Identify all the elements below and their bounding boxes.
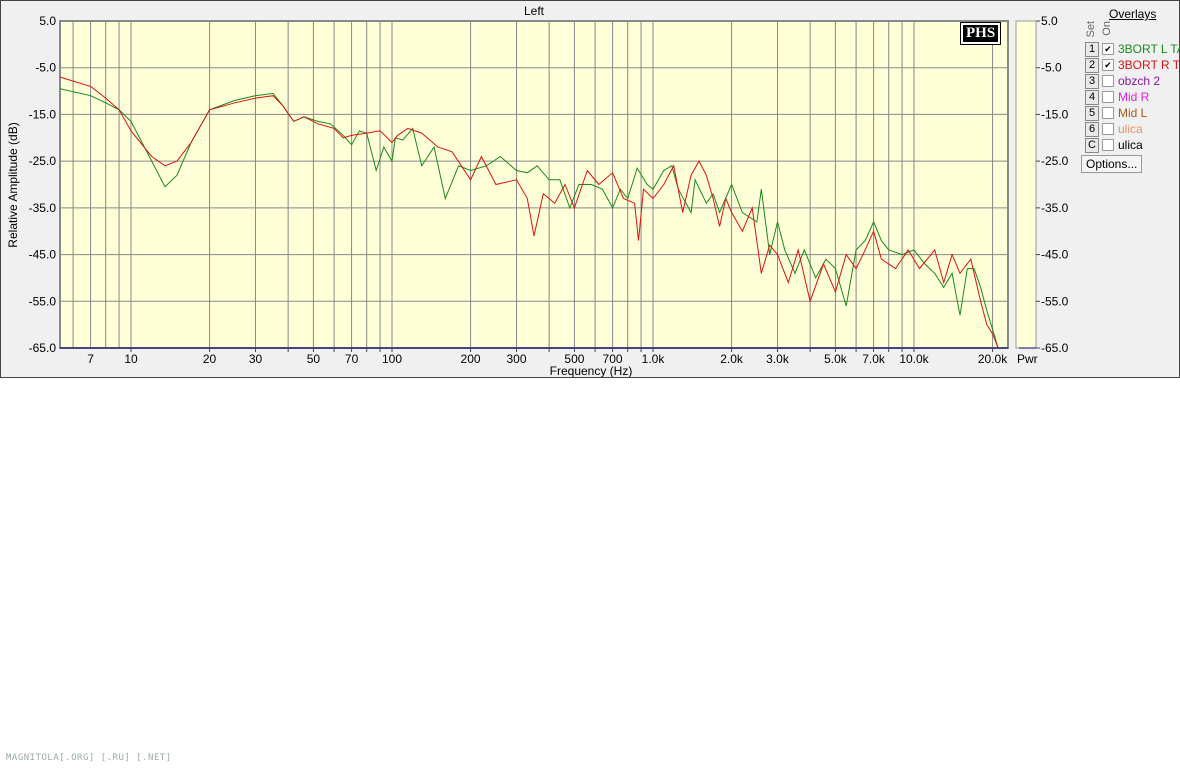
- x-tick-label: 10.0k: [899, 352, 929, 366]
- set-button[interactable]: C: [1085, 137, 1099, 153]
- x-tick-label: 10: [124, 352, 138, 366]
- set-button[interactable]: 4: [1085, 89, 1099, 105]
- set-button[interactable]: 3: [1085, 73, 1099, 89]
- x-tick-label: 2.0k: [720, 352, 744, 366]
- overlay-row: 2✔ 3BORT R TA: [1085, 57, 1180, 73]
- power-bar: [1015, 20, 1037, 349]
- x-tick-label: 300: [507, 352, 527, 366]
- overlay-checkbox[interactable]: ✔: [1102, 59, 1114, 71]
- y-tick-label: -65.0: [29, 341, 57, 355]
- y-tick-label: -5.0: [35, 61, 56, 75]
- frequency-response-chart: Left 5.0 5.0 -5.0 -5.0 -15.0 -15.0 -25.0 -25.0 -…: [6, 4, 1069, 377]
- right-y-tick-label: -35.0: [1041, 201, 1069, 215]
- x-tick-label: 5.0k: [824, 352, 848, 366]
- x-tick-label: 20.0k: [978, 352, 1008, 366]
- overlay-checkbox[interactable]: [1102, 91, 1114, 103]
- x-tick-label: 20: [203, 352, 217, 366]
- overlay-checkbox[interactable]: [1102, 75, 1114, 87]
- overlay-checkbox[interactable]: ✔: [1102, 43, 1114, 55]
- right-y-tick-label: -45.0: [1041, 248, 1069, 262]
- analyzer-window: Left 5.0 5.0 -5.0 -5.0 -15.0 -15.0 -25.0 -25.0 -…: [0, 0, 1180, 378]
- set-button[interactable]: 5: [1085, 105, 1099, 121]
- on-column-label: On: [1101, 21, 1113, 36]
- x-tick-label: 100: [382, 352, 402, 366]
- set-button[interactable]: 1: [1085, 41, 1099, 57]
- overlay-label: obzch 2: [1118, 74, 1161, 88]
- phs-logo: PHS: [959, 22, 1002, 45]
- right-y-tick-label: 5.0: [1041, 14, 1058, 28]
- right-y-tick-label: -65.0: [1041, 341, 1069, 355]
- right-y-tick-label: -15.0: [1041, 107, 1069, 121]
- overlay-row: 5 Mid L: [1085, 105, 1147, 121]
- overlay-label: 3BORT R TA: [1118, 58, 1180, 72]
- right-y-tick-label: -5.0: [1041, 61, 1062, 75]
- overlay-label: Mid R: [1118, 90, 1150, 104]
- y-tick-label: -15.0: [29, 107, 57, 121]
- overlay-checkbox[interactable]: [1102, 123, 1114, 135]
- overlay-label: 3BORT L TA: [1118, 42, 1180, 56]
- x-tick-label: 3.0k: [766, 352, 790, 366]
- x-tick-label: 200: [461, 352, 481, 366]
- set-button[interactable]: 2: [1085, 57, 1099, 73]
- y-tick-label: -45.0: [29, 248, 57, 262]
- set-button[interactable]: 6: [1085, 121, 1099, 137]
- x-tick-label: 500: [564, 352, 584, 366]
- x-tick-label: 70: [345, 352, 359, 366]
- y-tick-label: -25.0: [29, 154, 57, 168]
- options-button[interactable]: Options...: [1081, 155, 1143, 173]
- overlay-row: 6 ulica: [1085, 121, 1143, 137]
- overlay-label: ulica: [1118, 122, 1143, 136]
- overlay-row: 4 Mid R: [1085, 89, 1149, 105]
- chart-title: Left: [524, 4, 545, 18]
- right-y-tick-label: -55.0: [1041, 294, 1069, 308]
- x-tick-label: 1.0k: [642, 352, 666, 366]
- series-line-2: [60, 76, 999, 348]
- x-tick-label: 7: [87, 352, 94, 366]
- overlays-title: Overlays: [1109, 7, 1157, 21]
- overlay-row: 1 ✔ 3BORT L TA: [1085, 41, 1180, 57]
- x-tick-label: 700: [603, 352, 623, 366]
- overlay-checkbox[interactable]: [1102, 139, 1114, 151]
- right-y-tick-label: -25.0: [1041, 154, 1069, 168]
- plot-area: [60, 21, 1008, 348]
- overlay-checkbox[interactable]: [1102, 107, 1114, 119]
- y-axis-label: Relative Amplitude (dB): [6, 122, 20, 247]
- y-tick-label: -35.0: [29, 201, 57, 215]
- overlay-label: ulica: [1118, 138, 1143, 152]
- pwr-label: Pwr: [1017, 352, 1038, 366]
- watermark: MAGNITOLA[.ORG] [.RU] [.NET]: [6, 753, 172, 763]
- overlay-row: 3 obzch 2: [1085, 73, 1160, 89]
- x-tick-label: 30: [249, 352, 263, 366]
- y-tick-label: -55.0: [29, 294, 57, 308]
- x-axis-label: Frequency (Hz): [550, 364, 633, 377]
- x-tick-label: 7.0k: [862, 352, 886, 366]
- y-tick-label: 5.0: [39, 14, 56, 28]
- overlay-label: Mid L: [1118, 106, 1148, 120]
- x-tick-label: 50: [307, 352, 321, 366]
- set-column-label: Set: [1085, 21, 1097, 38]
